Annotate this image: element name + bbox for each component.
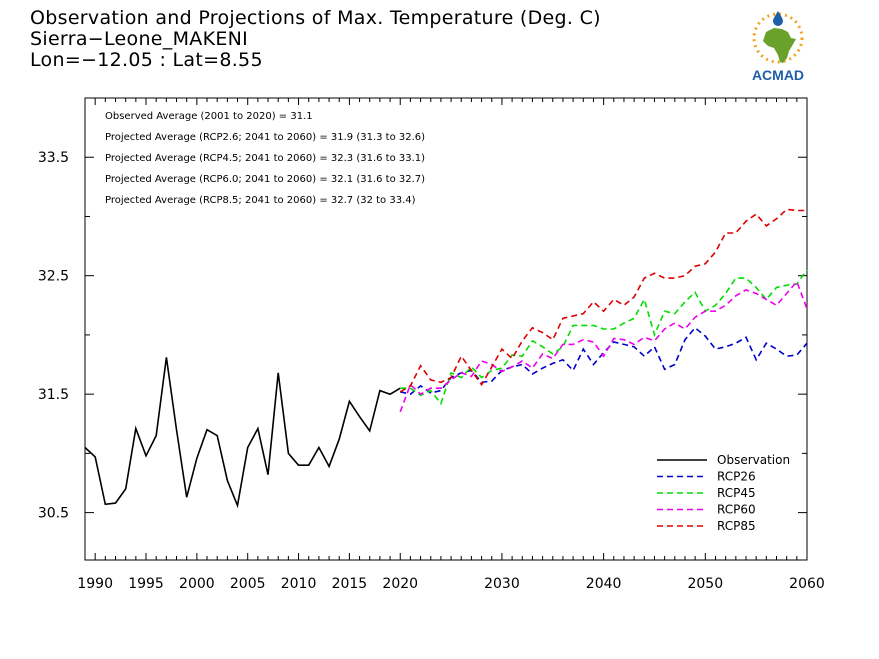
x-tick-label: 2010 <box>281 576 317 592</box>
x-tick-label: 2015 <box>332 576 368 592</box>
chart-legend: Observation RCP26 RCP45 RCP60 RCP85 <box>657 453 790 533</box>
series-line-rcp60 <box>399 280 808 413</box>
y-tick-label: 32.5 <box>38 269 69 285</box>
chart-axes <box>84 97 808 561</box>
x-tick-label: 2050 <box>687 576 723 592</box>
x-tick-label: 1990 <box>77 576 113 592</box>
africa-map-icon <box>763 28 796 63</box>
x-tick-label: 2000 <box>179 576 215 592</box>
annotation-text: Projected Average (RCP4.5; 2041 to 2060)… <box>105 153 425 164</box>
logo-text: ACMAD <box>752 67 804 83</box>
series-line-observation <box>84 357 401 509</box>
x-tick-label: 2040 <box>586 576 622 592</box>
x-tick-label: 1995 <box>128 576 164 592</box>
x-tick-label: 2020 <box>382 576 418 592</box>
annotation-text: Projected Average (RCP6.0; 2041 to 2060)… <box>105 174 425 185</box>
chart-header: Observation and Projections of Max. Temp… <box>30 8 601 71</box>
annotation-text: Observed Average (2001 to 2020) = 31.1 <box>105 111 313 122</box>
annotation-text: Projected Average (RCP8.5; 2041 to 2060)… <box>105 195 416 206</box>
legend-label: Observation <box>717 453 790 467</box>
legend-label: RCP60 <box>717 503 756 517</box>
y-tick-label: 33.5 <box>38 150 69 166</box>
acmad-logo: ACMAD <box>752 11 804 83</box>
legend-label: RCP85 <box>717 519 756 533</box>
chart-series <box>84 208 808 509</box>
series-line-rcp85 <box>399 208 807 393</box>
chart-annotations: Observed Average (2001 to 2020) = 31.1 Pr… <box>105 111 425 206</box>
chart-title: Observation and Projections of Max. Temp… <box>30 7 601 29</box>
x-tick-label: 2030 <box>484 576 520 592</box>
y-tick-label: 30.5 <box>38 506 69 522</box>
y-tick-label: 31.5 <box>38 387 69 403</box>
annotation-text: Projected Average (RCP2.6; 2041 to 2060)… <box>105 132 425 143</box>
series-line-rcp26 <box>400 326 808 396</box>
legend-label: RCP45 <box>717 486 756 500</box>
legend-label: RCP26 <box>717 470 756 484</box>
x-tick-label: 2005 <box>230 576 266 592</box>
sun-rays-icon <box>752 12 804 64</box>
plot-frame <box>84 97 808 561</box>
x-tick-label: 2060 <box>789 576 825 592</box>
station-coordinates: Lon=−12.05 : Lat=8.55 <box>30 49 263 71</box>
station-name: Sierra−Leone_MAKENI <box>30 28 249 50</box>
water-drop-icon <box>773 11 783 26</box>
chart-ticks: 1990 1995 2000 2005 2010 2015 2020 2030 2040 2050… <box>38 97 825 592</box>
series-line-rcp45 <box>400 269 808 406</box>
